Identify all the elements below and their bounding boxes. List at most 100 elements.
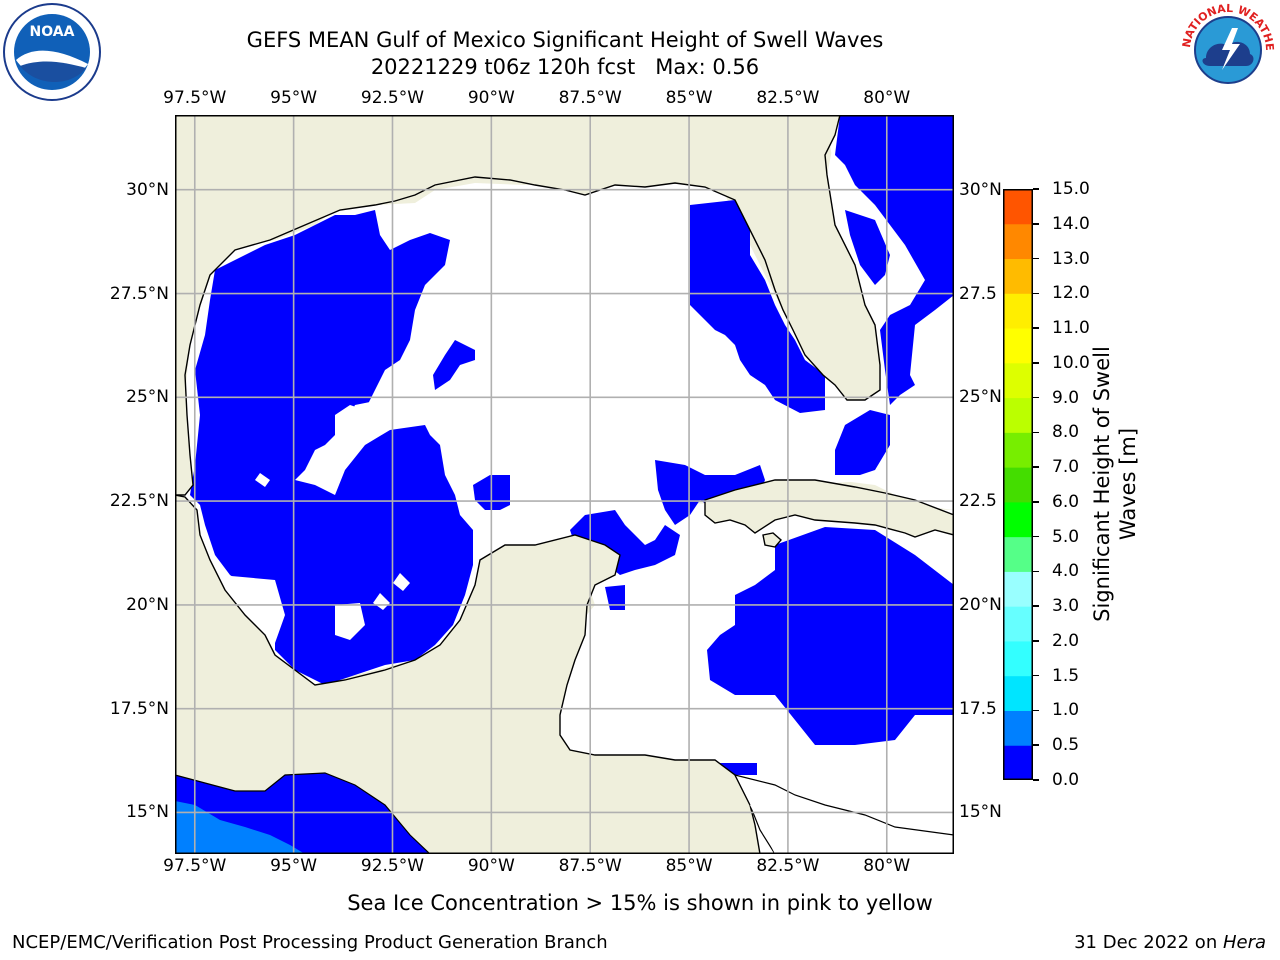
colorbar-tick-mark xyxy=(1033,570,1039,573)
colorbar-tick-mark xyxy=(1033,362,1039,364)
colorbar-tick-mark xyxy=(1033,605,1039,607)
colorbar-segment xyxy=(1003,710,1033,746)
colorbar-segment xyxy=(1003,397,1033,433)
lat-tick-left: 22.5°N xyxy=(109,491,169,512)
colorbar-tick-mark xyxy=(1033,396,1039,399)
colorbar-label: Significant Height of Swell Waves [m] xyxy=(1090,346,1140,622)
colorbar-tick-label: 0.0 xyxy=(1052,770,1080,790)
lat-tick-left: 30°N xyxy=(126,179,169,200)
lat-tick-right: 25°N xyxy=(959,387,1002,408)
colorbar-tick-label: 2.0 xyxy=(1052,630,1080,651)
colorbar-tick-mark xyxy=(1033,640,1039,642)
map-title: GEFS MEAN Gulf of Mexico Significant Hei… xyxy=(246,28,884,52)
colorbar-segment xyxy=(1003,571,1033,607)
footer-date: 31 Dec 2022 on xyxy=(1074,932,1223,953)
colorbar-tick-mark xyxy=(1033,779,1039,781)
colorbar-tick-label: 7.0 xyxy=(1052,457,1080,478)
lon-tick-top: 95°W xyxy=(270,88,318,108)
colorbar-tick-mark xyxy=(1033,674,1039,677)
colorbar-tick-mark xyxy=(1033,466,1039,468)
colorbar-segment xyxy=(1003,223,1033,260)
colorbar-segment xyxy=(1003,258,1033,294)
colorbar-tick-label: 4.0 xyxy=(1052,561,1080,582)
lat-tick-right: 20°N xyxy=(959,594,1002,615)
colorbar-segment xyxy=(1003,606,1033,642)
lon-tick-bottom: 92.5°W xyxy=(360,856,425,876)
lon-tick-bottom: 90°W xyxy=(467,856,515,876)
noaa-logo: NOAA xyxy=(2,2,102,102)
lat-tick-right: 22.5 xyxy=(959,491,997,512)
colorbar-segment xyxy=(1003,640,1033,677)
colorbar xyxy=(1003,189,1033,780)
colorbar-segment xyxy=(1003,536,1033,572)
map-subtitle: 20221229 t06z 120h fcst Max: 0.56 xyxy=(370,55,760,79)
colorbar-segment xyxy=(1003,675,1033,711)
colorbar-tick-label: 0.5 xyxy=(1052,735,1080,756)
colorbar-segment xyxy=(1003,293,1033,329)
lat-tick-left: 17.5°N xyxy=(109,698,169,719)
colorbar-tick-mark xyxy=(1033,709,1039,712)
colorbar-tick-label: 3.0 xyxy=(1052,596,1080,617)
footer-left: NCEP/EMC/Verification Post Processing Pr… xyxy=(12,932,608,953)
lon-tick-top: 97.5°W xyxy=(163,88,227,108)
pacific-overlay xyxy=(175,772,431,854)
colorbar-tick-label: 13.0 xyxy=(1052,248,1090,269)
colorbar-tick-mark xyxy=(1033,501,1039,503)
lat-tick-right: 17.5 xyxy=(959,698,997,719)
colorbar-tick-label: 6.0 xyxy=(1052,491,1080,512)
colorbar-segment xyxy=(1003,745,1033,780)
map-panel xyxy=(175,115,954,854)
colorbar-segment xyxy=(1003,467,1033,503)
colorbar-segment xyxy=(1003,362,1033,399)
colorbar-tick-label: 5.0 xyxy=(1052,526,1080,547)
colorbar-tick-mark xyxy=(1033,535,1039,538)
colorbar-tick-label: 1.0 xyxy=(1052,700,1080,721)
colorbar-tick-mark xyxy=(1033,188,1039,190)
footer-right: 31 Dec 2022 on Hera xyxy=(1074,932,1266,953)
lat-tick-right: 15°N xyxy=(959,802,1002,823)
colorbar-segment xyxy=(1003,189,1033,225)
lat-tick-left: 27.5°N xyxy=(109,283,169,304)
colorbar-tick-label: 9.0 xyxy=(1052,387,1080,408)
lon-tick-top: 90°W xyxy=(467,88,515,108)
nws-logo: NATIONAL WEATHER SERVICE xyxy=(1172,0,1280,100)
lat-tick-left: 15°N xyxy=(126,802,169,823)
lat-tick-left: 25°N xyxy=(126,387,169,408)
colorbar-tick-mark xyxy=(1033,327,1039,329)
colorbar-tick-label: 8.0 xyxy=(1052,422,1080,443)
svg-text:NOAA: NOAA xyxy=(30,24,75,40)
colorbar-tick-label: 12.0 xyxy=(1052,283,1090,304)
colorbar-segment xyxy=(1003,328,1033,364)
lon-tick-bottom: 82.5°W xyxy=(756,856,820,876)
colorbar-frame xyxy=(1003,189,1033,780)
lon-tick-bottom: 87.5°W xyxy=(558,856,622,876)
lon-tick-bottom: 95°W xyxy=(270,856,318,876)
lon-tick-top: 87.5°W xyxy=(558,88,622,108)
lon-tick-bottom: 97.5°W xyxy=(163,856,227,876)
colorbar-tick-label: 1.5 xyxy=(1052,665,1080,686)
lon-tick-top: 92.5°W xyxy=(360,88,425,108)
lat-tick-right: 27.5 xyxy=(959,283,997,304)
gridlines xyxy=(175,115,954,854)
lon-tick-top: 82.5°W xyxy=(756,88,820,108)
map-frame xyxy=(175,115,954,854)
footer-machine: Hera xyxy=(1222,932,1266,953)
colorbar-tick-mark xyxy=(1033,292,1039,295)
lon-tick-top: 80°W xyxy=(863,88,911,108)
colorbar-tick-mark xyxy=(1033,257,1039,260)
colorbar-tick-mark xyxy=(1033,744,1039,746)
colorbar-segment xyxy=(1003,501,1033,538)
lon-tick-top: 85°W xyxy=(665,88,713,108)
colorbar-tick-label: 15.0 xyxy=(1052,179,1090,199)
colorbar-segment xyxy=(1003,432,1033,468)
lat-tick-right: 30°N xyxy=(959,179,1002,200)
lat-tick-left: 20°N xyxy=(126,594,169,615)
colorbar-tick-label: 11.0 xyxy=(1052,318,1090,339)
lon-tick-bottom: 85°W xyxy=(665,856,713,876)
colorbar-tick-label: 10.0 xyxy=(1052,352,1090,373)
sea-ice-note: Sea Ice Concentration > 15% is shown in … xyxy=(347,891,933,915)
lon-tick-bottom: 80°W xyxy=(863,856,911,876)
colorbar-tick-label: 14.0 xyxy=(1052,213,1090,234)
colorbar-tick-mark xyxy=(1033,223,1039,225)
colorbar-tick-mark xyxy=(1033,431,1039,434)
